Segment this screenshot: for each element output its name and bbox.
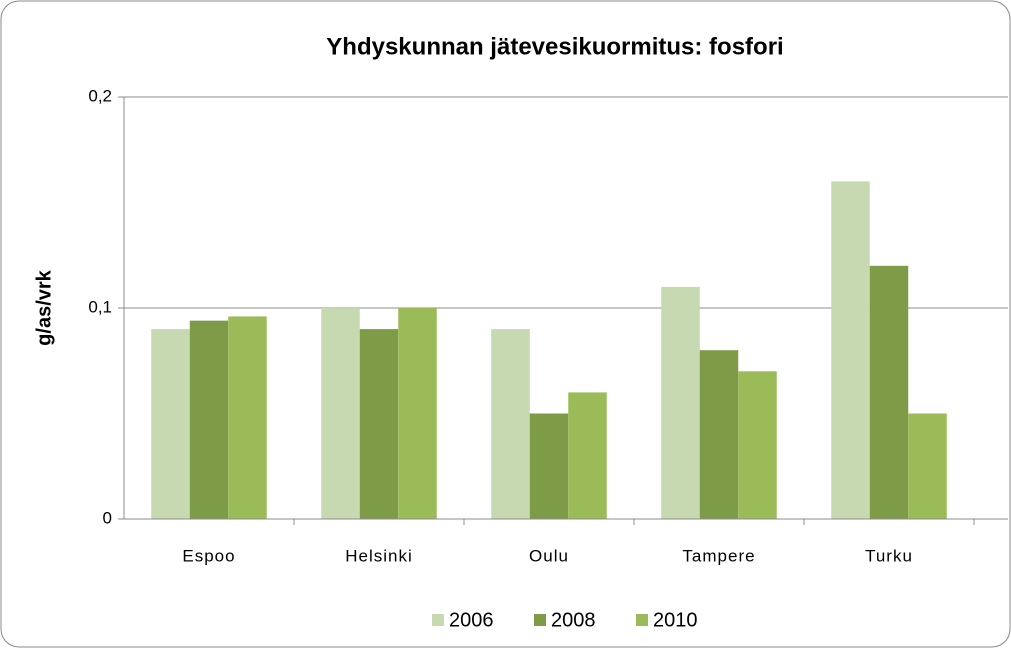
- x-tick-label: Turku: [865, 546, 913, 565]
- bar: [869, 265, 909, 519]
- bar: [661, 286, 700, 519]
- bar: [398, 308, 437, 519]
- x-tick-label: Tampere: [682, 546, 755, 565]
- bar: [568, 392, 607, 519]
- bar: [228, 316, 267, 519]
- x-tick-label: Helsinki: [345, 546, 413, 565]
- bar: [831, 181, 870, 519]
- y-tick-label: 0,2: [88, 86, 112, 105]
- bar: [189, 320, 229, 519]
- bar: [908, 413, 947, 519]
- y-tick-label: 0: [103, 508, 112, 527]
- bar: [321, 308, 360, 519]
- legend-swatch: [636, 614, 648, 626]
- x-tick-label: Oulu: [529, 546, 569, 565]
- legend-swatch: [534, 614, 546, 626]
- bar: [491, 329, 530, 519]
- bar: [359, 329, 399, 519]
- legend-label: 2010: [653, 609, 698, 631]
- y-tick-label: 0,1: [88, 297, 112, 316]
- chart-title: Yhdyskunnan jätevesikuormitus: fosfori: [326, 33, 783, 60]
- bar: [151, 329, 190, 519]
- legend-swatch: [432, 614, 444, 626]
- bar: [699, 350, 739, 519]
- legend-label: 2006: [449, 609, 494, 631]
- legend-label: 2008: [551, 609, 596, 631]
- x-tick-label: Espoo: [182, 546, 235, 565]
- y-axis-title: g/as/vrk: [33, 269, 55, 345]
- bar: [738, 371, 777, 519]
- bar: [529, 413, 569, 519]
